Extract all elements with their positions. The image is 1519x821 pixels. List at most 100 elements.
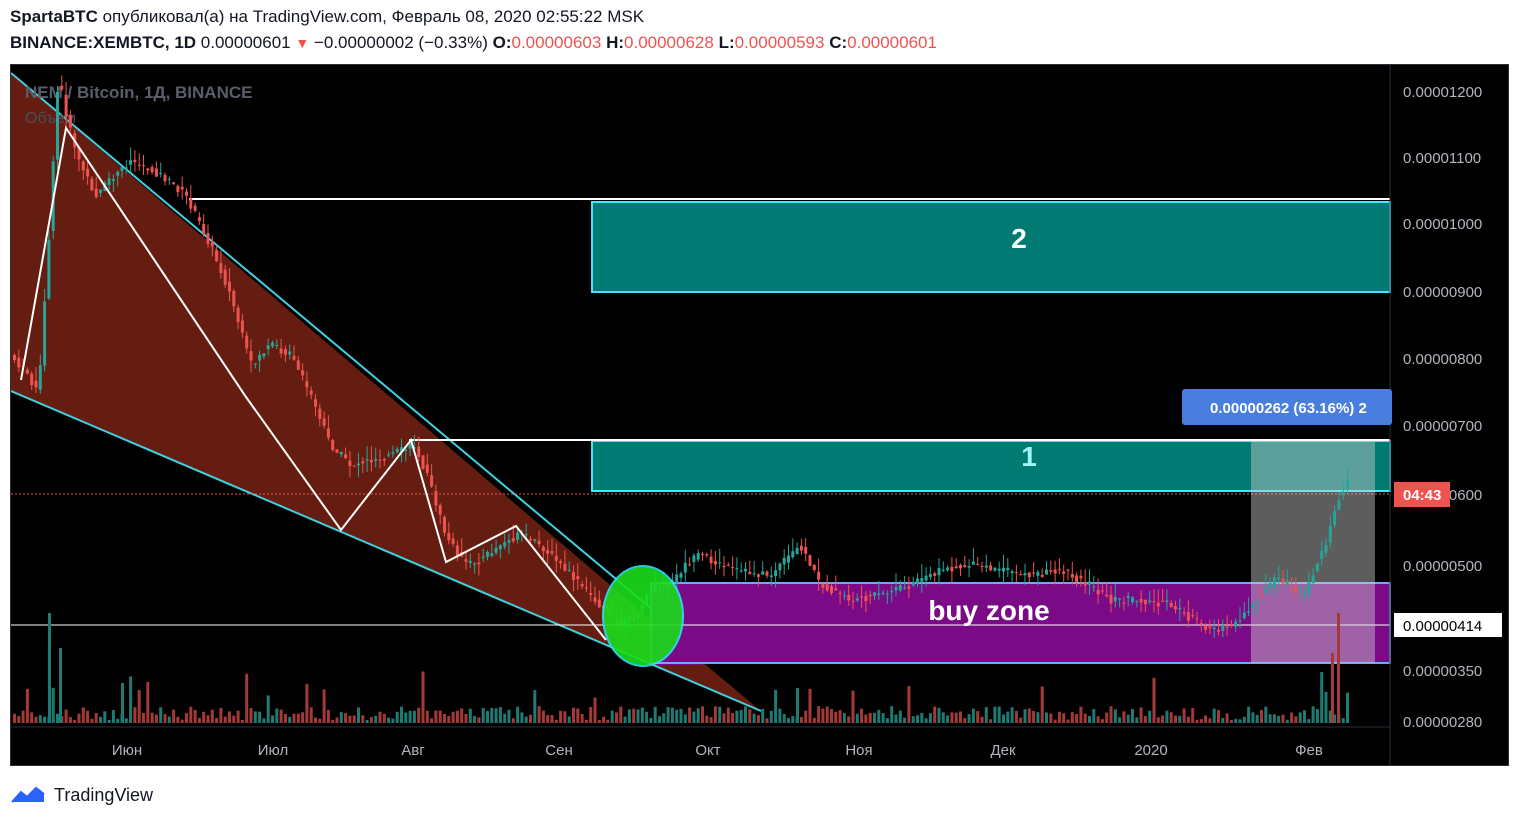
candle-body [120, 166, 124, 171]
volume-bar [1066, 719, 1070, 723]
volume-bar [636, 709, 640, 723]
candle-body [701, 553, 704, 555]
candle-body [1122, 602, 1126, 604]
volume-bar [498, 707, 502, 723]
candle-body [361, 461, 365, 464]
volume-bar [1191, 708, 1195, 723]
volume-bar [632, 708, 636, 723]
candle-body [262, 353, 266, 357]
candle-body [219, 263, 223, 274]
volume-bar [1122, 711, 1126, 723]
candle-body [1143, 599, 1147, 605]
volume-bar [761, 708, 765, 723]
time-tick-label: Ноя [845, 742, 872, 759]
volume-bar [688, 707, 692, 723]
high-value: 0.00000628 [624, 33, 714, 52]
time-tick-label: Дек [990, 742, 1016, 759]
volume-bar [963, 718, 967, 723]
volume-bar [1331, 653, 1334, 723]
measure-range[interactable] [1251, 441, 1375, 663]
volume-bar [1182, 708, 1186, 723]
candle-body [1152, 601, 1156, 603]
time-tick-label: Сен [545, 742, 572, 759]
symbol-label[interactable]: BINANCE:XEMBTC, 1D [10, 33, 197, 52]
volume-bar [314, 717, 317, 723]
candle-body [167, 178, 171, 180]
falling-channel-fill [11, 73, 761, 711]
volume-bar [1079, 706, 1083, 723]
author-name[interactable]: SpartaBTC [10, 7, 98, 26]
volume-bar [68, 716, 72, 723]
volume-bar [1143, 716, 1147, 723]
candle-body [369, 459, 373, 463]
volume-bar [916, 715, 919, 723]
reversal-ellipse[interactable] [602, 565, 684, 667]
candle-body [1277, 577, 1281, 580]
chart-area[interactable]: NEM / Bitcoin, 1Д, BINANCE Объем 2 1 buy… [10, 64, 1509, 766]
candle-body [223, 269, 227, 285]
candle-body [400, 447, 403, 453]
volume-bar [924, 718, 928, 723]
price-tick-label: 0.00000800 [1403, 351, 1482, 368]
volume-bar [142, 712, 145, 723]
candle-body [193, 205, 197, 211]
chart-svg[interactable]: NEM / Bitcoin, 1Д, BINANCE Объем 2 1 buy… [11, 65, 1509, 766]
candle-body [1057, 569, 1061, 571]
volume-bar [490, 708, 494, 723]
candle-body [533, 539, 537, 541]
volume-bar [443, 713, 446, 723]
candle-body [1053, 569, 1057, 574]
candle-body [683, 562, 687, 573]
volume-bar [17, 716, 21, 723]
candle-body [1281, 578, 1285, 584]
candle-body [498, 545, 502, 550]
volume-bar [890, 706, 894, 723]
volume-bar [1174, 715, 1177, 723]
volume-bar [1298, 712, 1302, 723]
volume-bar [692, 711, 696, 723]
volume-bar [56, 713, 59, 723]
volume-bar [701, 706, 704, 723]
candle-body [718, 562, 722, 564]
volume-bar [950, 712, 954, 723]
wave-drawing[interactable] [20, 125, 607, 641]
volume-bar [817, 706, 821, 723]
candle-body [537, 540, 541, 545]
volume-bar [288, 716, 292, 723]
candle-body [1225, 626, 1229, 628]
volume-bar [365, 719, 369, 723]
candle-body [38, 365, 42, 390]
volume-bar [903, 717, 907, 723]
candle-body [1070, 574, 1074, 578]
target-zone-2-label: 2 [1011, 223, 1027, 254]
tradingview-brand[interactable]: TradingView [54, 784, 154, 805]
candle-body [417, 446, 421, 457]
volume-bar [163, 714, 167, 723]
tradingview-logo-icon[interactable] [10, 784, 46, 806]
candle-body [1105, 594, 1109, 597]
target-zone-2[interactable] [591, 201, 1391, 293]
volume-bar [735, 710, 739, 723]
volume-bar [864, 714, 868, 723]
volume-bar [726, 707, 730, 723]
volume-bar [94, 713, 98, 723]
time-axis[interactable]: Июн Июл Авг Сен Окт Ноя Дек 2020 Фев [112, 742, 1323, 759]
candle-body [817, 571, 821, 580]
candle-body [1260, 596, 1263, 598]
candle-body [47, 240, 51, 299]
volume-bar [240, 719, 244, 723]
volume-bar [1212, 708, 1216, 723]
candle-body [903, 587, 907, 589]
candle-body [1174, 606, 1177, 610]
volume-bar [103, 711, 107, 723]
candle-body [838, 592, 842, 594]
volume-bar [976, 711, 980, 723]
volume-bar [121, 683, 124, 723]
channel-upper-line[interactable] [11, 72, 672, 626]
candle-body [146, 168, 150, 171]
watermark-title: NEM / Bitcoin, 1Д, BINANCE [25, 83, 252, 102]
candle-body [154, 168, 158, 177]
volume-bar [989, 719, 993, 723]
volume-bar [847, 716, 851, 723]
target-zone-1[interactable] [591, 440, 1391, 492]
